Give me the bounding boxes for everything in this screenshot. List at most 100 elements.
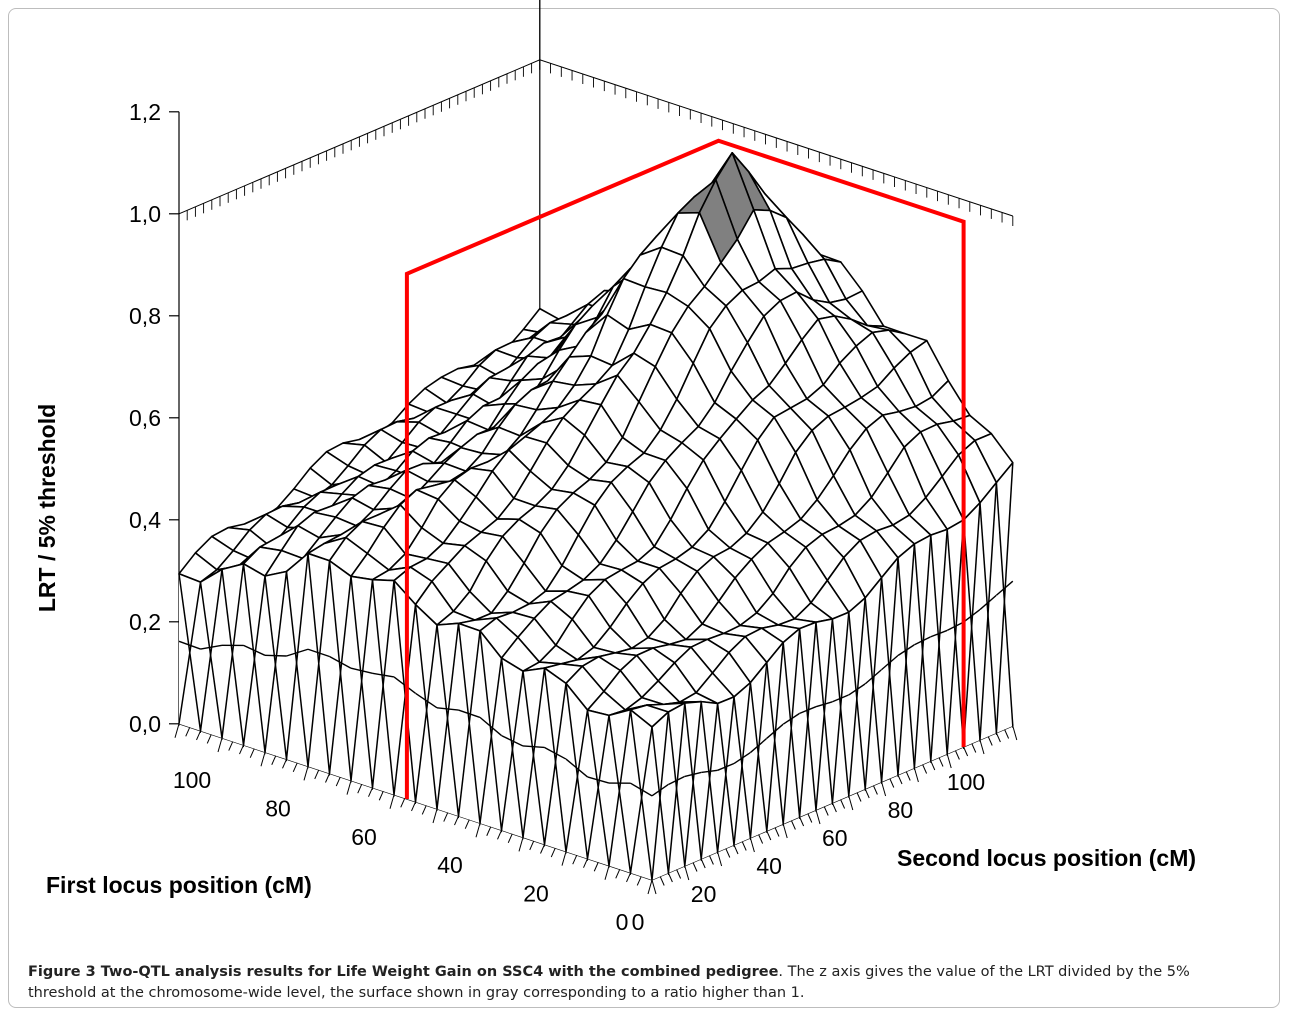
left-skirt-strut — [565, 709, 589, 852]
left-skirt-strut — [285, 571, 309, 767]
y-tick — [946, 753, 952, 769]
left-skirt-mid-line — [458, 709, 481, 719]
left-skirt-mid-line — [544, 746, 567, 760]
z-tick-label: 0,4 — [129, 507, 161, 533]
x-tick — [647, 879, 653, 895]
x-tick — [249, 748, 255, 758]
right-skirt-top-edge — [864, 577, 883, 599]
right-skirt-top-edge — [766, 641, 784, 664]
right-skirt-top-edge — [815, 618, 833, 623]
left-skirt-strut — [522, 671, 546, 845]
right-skirt-mid-line — [848, 683, 866, 696]
right-skirt-mid-line — [799, 706, 817, 715]
left-skirt-top-edge — [544, 667, 567, 685]
x-tick — [636, 876, 642, 886]
left-skirt-top-edge — [264, 570, 287, 577]
left-skirt-mid-line — [393, 676, 416, 694]
right-skirt-mid-line — [979, 594, 997, 611]
left-skirt-strut — [264, 575, 288, 760]
left-skirt-top-edge — [522, 667, 545, 672]
right-skirt-mid-line — [668, 775, 686, 786]
right-skirt-top-edge — [946, 519, 964, 531]
x-tick — [346, 780, 352, 795]
x-tick — [421, 805, 427, 815]
y-tick — [692, 862, 698, 872]
left-skirt-strut — [479, 658, 503, 824]
left-skirt-strut — [328, 560, 352, 781]
y-tick — [741, 841, 747, 851]
left-skirt-mid-line — [501, 734, 524, 747]
y-tick — [897, 774, 903, 785]
right-skirt-strut — [700, 703, 719, 860]
y-tick — [766, 830, 772, 841]
x-tick — [486, 826, 492, 836]
x-tick-label: 0 — [616, 909, 629, 935]
x-tick — [217, 737, 223, 753]
x-tick — [271, 755, 277, 765]
caption-text: . The z axis gives the value of the LRT … — [28, 964, 1190, 1001]
z-axis-title: LRT / 5% threshold — [34, 404, 60, 612]
x-tick — [443, 812, 449, 822]
x-tick — [228, 741, 234, 751]
left-skirt-top-edge — [479, 630, 503, 659]
right-skirt-strut — [815, 618, 834, 811]
z-tick-label: 1,2 — [129, 99, 161, 125]
left-skirt-strut — [457, 623, 481, 824]
x-tick — [593, 862, 599, 872]
right-skirt-mid-line — [749, 737, 768, 754]
left-skirt-top-edge — [243, 563, 266, 577]
y-tick — [840, 799, 846, 809]
left-skirt-mid-line — [350, 667, 373, 674]
right-skirt-mid-line — [995, 580, 1014, 596]
y-tick — [651, 879, 657, 895]
left-skirt-top-edge — [307, 552, 330, 562]
y-tick — [774, 827, 780, 837]
y-tick — [725, 848, 731, 858]
left-skirt-mid-line — [479, 716, 502, 737]
y-tick — [667, 872, 673, 883]
left-skirt-top-edge — [436, 622, 459, 626]
left-skirt-mid-line — [178, 640, 201, 650]
left-skirt-top-edge — [629, 709, 653, 728]
right-skirt-strut — [766, 642, 784, 832]
left-skirt-top-edge — [393, 580, 417, 606]
right-skirt-top-edge — [717, 696, 735, 705]
right-skirt-strut — [979, 482, 998, 741]
y-tick — [823, 806, 829, 816]
x-tick — [292, 762, 298, 773]
y-tick — [733, 844, 739, 855]
left-skirt-top-edge — [221, 563, 244, 571]
y-tick — [938, 757, 944, 767]
right-skirt-strut — [962, 502, 981, 748]
y-tick — [856, 792, 862, 802]
x-tick — [507, 833, 513, 844]
x-tick-label: 20 — [523, 881, 549, 907]
left-skirt-top-edge — [285, 552, 309, 573]
right-skirt-mid-line — [782, 712, 800, 725]
y-tick — [700, 858, 706, 869]
z-tick-label: 0,6 — [129, 405, 161, 431]
left-skirt-mid-line — [436, 707, 459, 711]
right-skirt-top-edge — [832, 611, 850, 620]
left-skirt-top-edge — [329, 560, 352, 577]
y-tick-label: 60 — [822, 825, 848, 851]
right-skirt-strut — [684, 701, 702, 867]
left-skirt-mid-line — [565, 758, 588, 778]
surface-plot: 0,0 0,2 0,4 0,6 0,8 1,0 1,2 0 20 40 60 80 100 0 20 40… — [34, 0, 1196, 935]
left-skirt-top-edge — [587, 709, 610, 717]
right-skirt-top-edge — [963, 502, 981, 521]
right-skirt-top-edge — [979, 482, 998, 504]
left-skirt-mid-line — [286, 648, 309, 657]
right-skirt-top-edge — [668, 702, 686, 713]
right-skirt-strut — [782, 628, 801, 825]
left-skirt-top-edge — [608, 709, 631, 717]
left-skirt-top-edge — [501, 657, 524, 672]
x-axis-title: First locus position (cM) — [46, 872, 312, 898]
y-tick — [684, 865, 690, 881]
x-tick-label: 40 — [437, 852, 463, 878]
right-skirt-mid-line — [914, 636, 932, 646]
left-skirt-strut — [285, 553, 309, 760]
left-skirt-strut — [629, 709, 653, 881]
left-skirt-strut — [436, 624, 460, 817]
left-skirt-mid-line — [522, 745, 545, 749]
